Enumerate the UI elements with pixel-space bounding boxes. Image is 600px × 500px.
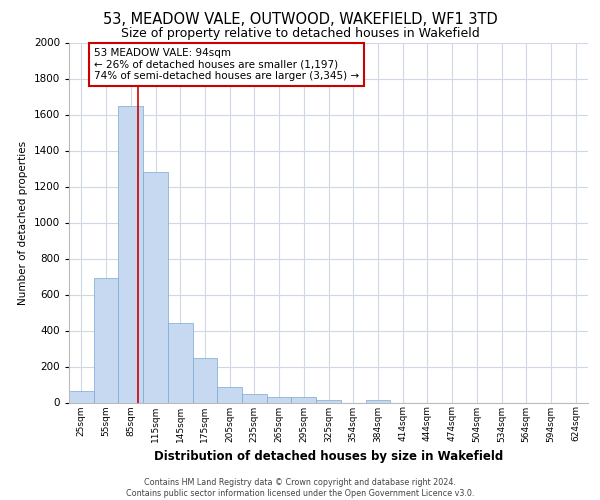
Bar — [316, 400, 341, 402]
Bar — [242, 394, 267, 402]
Bar — [267, 397, 292, 402]
Bar — [69, 391, 94, 402]
Text: Contains HM Land Registry data © Crown copyright and database right 2024.
Contai: Contains HM Land Registry data © Crown c… — [126, 478, 474, 498]
Text: Size of property relative to detached houses in Wakefield: Size of property relative to detached ho… — [121, 28, 479, 40]
Bar — [118, 106, 143, 403]
Bar — [168, 324, 193, 402]
Text: 53 MEADOW VALE: 94sqm
← 26% of detached houses are smaller (1,197)
74% of semi-d: 53 MEADOW VALE: 94sqm ← 26% of detached … — [94, 48, 359, 81]
Bar — [292, 398, 316, 402]
Text: 53, MEADOW VALE, OUTWOOD, WAKEFIELD, WF1 3TD: 53, MEADOW VALE, OUTWOOD, WAKEFIELD, WF1… — [103, 12, 497, 28]
X-axis label: Distribution of detached houses by size in Wakefield: Distribution of detached houses by size … — [154, 450, 503, 463]
Y-axis label: Number of detached properties: Number of detached properties — [18, 140, 28, 304]
Bar — [143, 172, 168, 402]
Bar — [365, 400, 390, 402]
Bar — [94, 278, 118, 402]
Bar — [217, 387, 242, 402]
Bar — [193, 358, 217, 403]
